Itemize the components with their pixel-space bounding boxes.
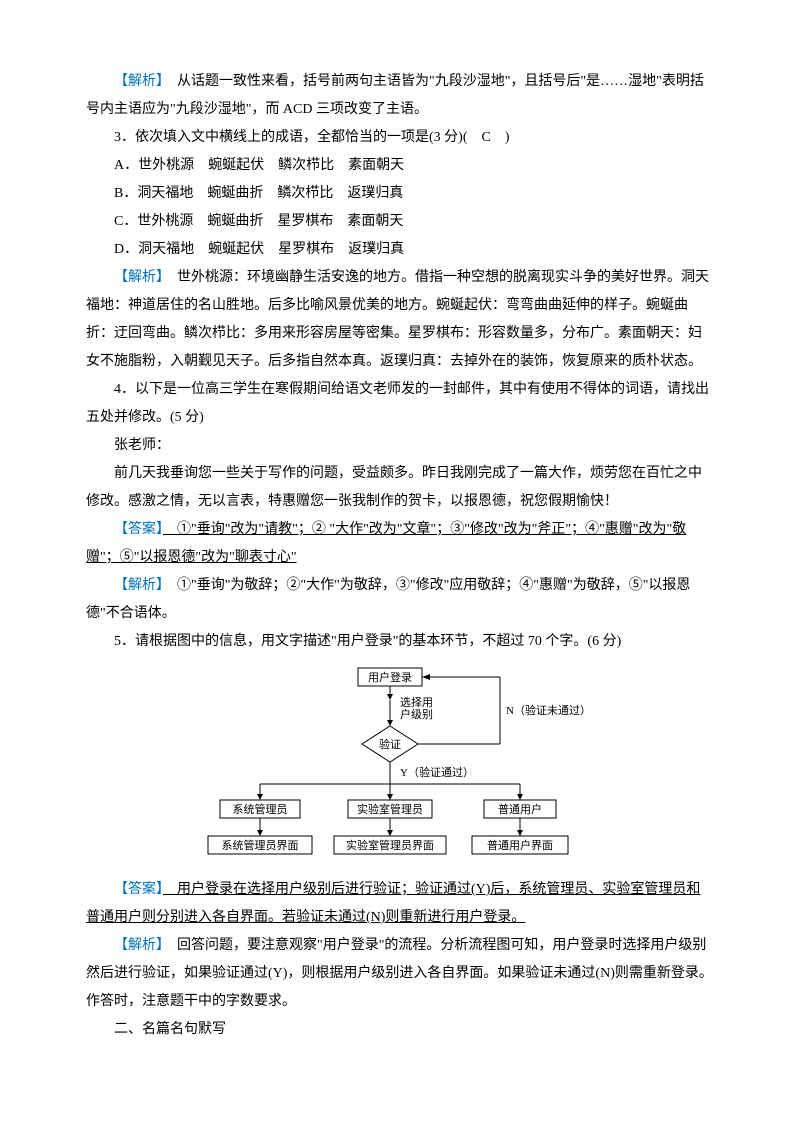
answer-label: 【答案】 bbox=[114, 882, 163, 897]
node-b2: 实验室管理员 bbox=[357, 802, 423, 816]
analysis-label: 【解析】 bbox=[114, 74, 163, 89]
answer-1: 【答案】 ①"垂询"改为"请教"；② "大作"改为"文章"；③"修改"改为"斧正… bbox=[86, 516, 714, 572]
analysis-label: 【解析】 bbox=[114, 938, 163, 953]
question-3: 3．依次填入文中横线上的成语，全都恰当的一项是(3 分)( C ) bbox=[86, 124, 714, 152]
analysis-1: 【解析】 从话题一致性来看，括号前两句主语皆为"九段沙湿地"，且括号后"是……湿… bbox=[86, 68, 714, 124]
node-b3: 普通用户 bbox=[498, 802, 542, 816]
answer-1-text: ①"垂询"改为"请教"；② "大作"改为"文章"；③"修改"改为"斧正"；④"惠… bbox=[86, 522, 686, 565]
letter-body: 前几天我垂询您一些关于写作的问题，受益颇多。昨日我刚完成了一篇大作，烦劳您在百忙… bbox=[86, 460, 714, 516]
option-a: A．世外桃源 蜿蜒起伏 鳞次栉比 素面朝天 bbox=[86, 152, 714, 180]
flowchart: 用户登录 选择用 户级别 验证 N（验证未通过） Y（验证通过） 系统管理员 实… bbox=[200, 666, 600, 866]
option-b: B．洞天福地 蜿蜒曲折 鳞次栉比 返璞归真 bbox=[86, 180, 714, 208]
edge-n: N（验证未通过） bbox=[506, 703, 591, 717]
analysis-label: 【解析】 bbox=[114, 578, 163, 593]
analysis-2-text: 世外桃源：环境幽静生活安逸的地方。借指一种空想的脱离现实斗争的美好世界。洞天福地… bbox=[86, 270, 709, 369]
option-d: D．洞天福地 蜿蜒起伏 星罗棋布 返璞归真 bbox=[86, 236, 714, 264]
analysis-4-text: 回答问题，要注意观察"用户登录"的流程。分析流程图可知，用户登录时选择用户级别然… bbox=[86, 938, 713, 1009]
node-b1: 系统管理员 bbox=[233, 802, 288, 816]
analysis-3-text: ①"垂询"为敬辞；②"大作"为敬辞，③"修改"应用敬辞；④"惠赠"为敬辞，⑤"以… bbox=[86, 578, 690, 621]
node-c2: 实验室管理员界面 bbox=[346, 838, 434, 852]
label-select2: 户级别 bbox=[400, 707, 433, 721]
node-verify: 验证 bbox=[379, 737, 401, 751]
analysis-4: 【解析】 回答问题，要注意观察"用户登录"的流程。分析流程图可知，用户登录时选择… bbox=[86, 932, 714, 1016]
section-2: 二、名篇名句默写 bbox=[86, 1016, 714, 1044]
question-5: 5．请根据图中的信息，用文字描述"用户登录"的基本环节，不超过 70 个字。(6… bbox=[86, 628, 714, 656]
answer-2: 【答案】 用户登录在选择用户级别后进行验证；验证通过(Y)后，系统管理员、实验室… bbox=[86, 876, 714, 932]
analysis-2: 【解析】 世外桃源：环境幽静生活安逸的地方。借指一种空想的脱离现实斗争的美好世界… bbox=[86, 264, 714, 376]
option-c: C．世外桃源 蜿蜒曲折 星罗棋布 素面朝天 bbox=[86, 208, 714, 236]
question-4: 4．以下是一位高三学生在寒假期间给语文老师发的一封邮件，其中有使用不得体的词语，… bbox=[86, 376, 714, 432]
salutation: 张老师： bbox=[86, 432, 714, 460]
node-c3: 普通用户界面 bbox=[487, 838, 553, 852]
node-c1: 系统管理员界面 bbox=[222, 838, 299, 852]
answer-2-text: 用户登录在选择用户级别后进行验证；验证通过(Y)后，系统管理员、实验室管理员和普… bbox=[86, 882, 700, 925]
analysis-1-text: 从话题一致性来看，括号前两句主语皆为"九段沙湿地"，且括号后"是……湿地"表明括… bbox=[86, 74, 704, 117]
node-login: 用户登录 bbox=[368, 670, 412, 684]
analysis-3: 【解析】 ①"垂询"为敬辞；②"大作"为敬辞，③"修改"应用敬辞；④"惠赠"为敬… bbox=[86, 572, 714, 628]
edge-y: Y（验证通过） bbox=[400, 765, 474, 779]
label-select: 选择用 bbox=[400, 695, 433, 709]
answer-label: 【答案】 bbox=[114, 522, 163, 537]
analysis-label: 【解析】 bbox=[114, 270, 163, 285]
